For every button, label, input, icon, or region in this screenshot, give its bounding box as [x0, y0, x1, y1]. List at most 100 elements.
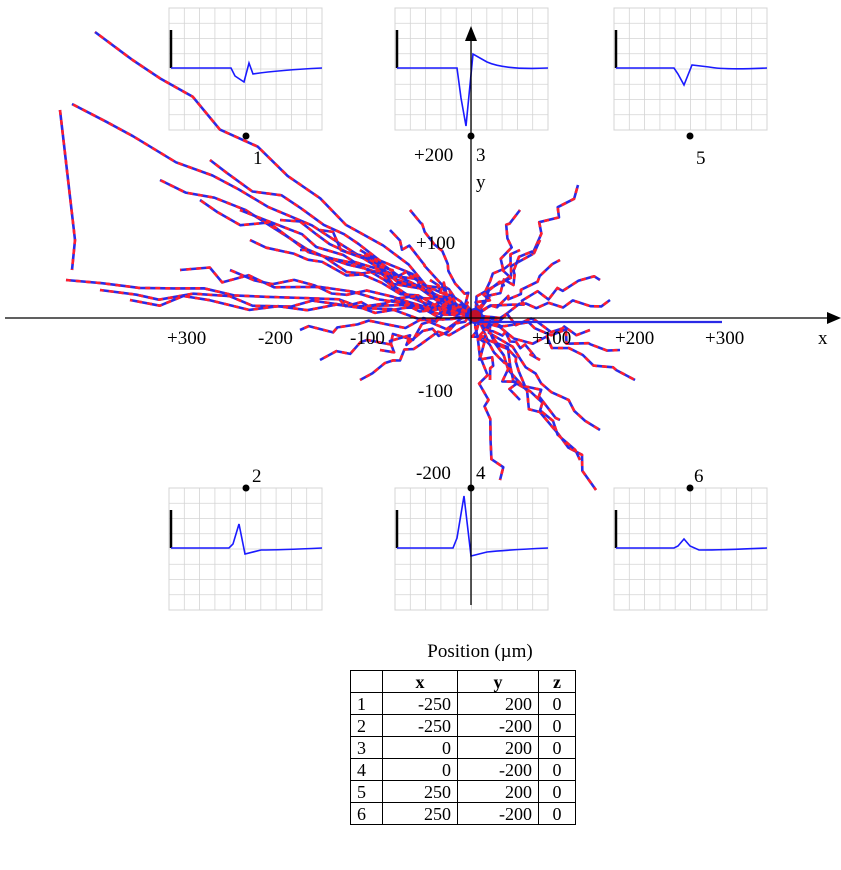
- dendrite: [299, 310, 476, 334]
- header-cell-index: [350, 670, 383, 693]
- x-tick-label: -200: [258, 328, 293, 349]
- header-cell-y: y: [457, 670, 539, 693]
- x-tick-label: -100: [350, 328, 385, 349]
- waveform-panel-1: [168, 7, 323, 131]
- x-cell: -250: [382, 692, 458, 715]
- z-cell: 0: [538, 780, 576, 803]
- dendrite: [300, 248, 476, 318]
- table-row: 2 -250 -200 0: [350, 714, 576, 737]
- electrode-3: 3: [467, 132, 486, 166]
- dendrite: [473, 239, 542, 316]
- y-axis-label: y: [476, 172, 486, 193]
- electrode-label: 5: [696, 148, 706, 169]
- x-cell: -250: [382, 714, 458, 737]
- dendrite: [474, 298, 611, 320]
- y-cell: 200: [457, 736, 539, 759]
- dendrite: [474, 314, 636, 382]
- dendrite: [474, 298, 611, 320]
- y-cell: -200: [457, 714, 539, 737]
- electrode-label: 3: [476, 145, 486, 166]
- axis-tick-labels: +300 -200 -100 +100 +200 +300 +200 +100 -100 -200: [167, 145, 744, 484]
- z-cell: 0: [538, 714, 576, 737]
- x-cell: 0: [382, 736, 458, 759]
- dendrite: [474, 314, 601, 432]
- electrode-markers: 1 2 3 4 5 6: [242, 132, 706, 492]
- dendrite: [379, 312, 476, 354]
- header-cell-z: z: [538, 670, 576, 693]
- electrode-5: 5: [686, 132, 706, 169]
- table-row: 6 250 -200 0: [350, 802, 576, 825]
- dendrite: [393, 294, 476, 318]
- dendrite: [71, 102, 476, 318]
- dendrite: [474, 275, 601, 318]
- dendrite: [473, 312, 541, 362]
- x-cell: 250: [382, 780, 458, 803]
- table-header-row: x y z: [350, 670, 576, 693]
- electrode-dot: [467, 484, 475, 492]
- dendrite: [429, 278, 477, 317]
- x-tick-label: +300: [705, 328, 744, 349]
- dendrite: [474, 248, 521, 318]
- z-cell: 0: [538, 802, 576, 825]
- row-index-cell: 4: [350, 758, 383, 781]
- y-cell: 200: [457, 780, 539, 803]
- dendrite: [389, 229, 476, 317]
- waveform-trace: [616, 537, 768, 551]
- dendrite: [474, 315, 582, 461]
- electrode-6: 6: [686, 466, 704, 492]
- dendrite: [408, 209, 477, 317]
- neuron-morphology: [58, 30, 722, 491]
- electrode-label: 4: [476, 463, 486, 484]
- dendrite: [319, 228, 476, 318]
- waveform-trace: [397, 495, 549, 557]
- dendrite: [179, 266, 476, 318]
- header-cell-x: x: [382, 670, 458, 693]
- y-cell: 200: [457, 692, 539, 715]
- z-cell: 0: [538, 758, 576, 781]
- y-tick-label: +100: [416, 233, 455, 254]
- row-index-cell: 6: [350, 802, 383, 825]
- waveform-panel-2: [168, 487, 323, 611]
- electrode-dot: [242, 132, 250, 140]
- dendrite: [94, 30, 476, 318]
- y-cell: -200: [457, 758, 539, 781]
- table-caption: Position (µm): [427, 641, 533, 662]
- dendrite: [359, 315, 477, 382]
- waveform-trace: [397, 52, 549, 127]
- dendrite: [65, 278, 476, 318]
- x-axis-label: x: [818, 328, 828, 349]
- x-cell: 0: [382, 758, 458, 781]
- dendrite: [359, 248, 476, 318]
- x-tick-label: +300: [167, 328, 206, 349]
- x-cell: 250: [382, 802, 458, 825]
- row-index-cell: 2: [350, 714, 383, 737]
- dendrite: [474, 258, 561, 318]
- position-table: x y z 1 -250 200 0 2 -250 -200 0 3 0 200 0 4 0 -200 0 5 2…: [350, 670, 576, 825]
- dendrite: [249, 238, 476, 318]
- electrode-label: 6: [694, 466, 704, 487]
- y-cell: -200: [457, 802, 539, 825]
- table-row: 3 0 200 0: [350, 736, 576, 759]
- electrode-2: 2: [242, 466, 262, 492]
- waveform-panel-5: [613, 7, 768, 131]
- electrode-dot: [686, 484, 694, 492]
- y-tick-label: -100: [418, 381, 453, 402]
- electrode-1: 1: [242, 132, 263, 169]
- row-index-cell: 3: [350, 736, 383, 759]
- dendrite: [58, 109, 77, 271]
- z-cell: 0: [538, 692, 576, 715]
- soma: [467, 308, 483, 324]
- dendrite: [474, 314, 621, 352]
- waveform-trace: [171, 523, 323, 555]
- row-index-cell: 1: [350, 692, 383, 715]
- neuron-electrode-figure: x y +300 -200 -100 +100 +200 +300 +200 +100 -100…: [5, 7, 841, 611]
- dendrite: [474, 315, 521, 401]
- x-tick-label: +100: [532, 328, 571, 349]
- y-tick-label: -200: [416, 463, 451, 484]
- electrode-4: 4: [467, 463, 486, 492]
- dendrite: [471, 315, 495, 381]
- dendrite: [319, 313, 476, 362]
- waveform-trace: [171, 60, 323, 84]
- table-row: 4 0 -200 0: [350, 758, 576, 781]
- y-tick-label: +200: [414, 145, 453, 166]
